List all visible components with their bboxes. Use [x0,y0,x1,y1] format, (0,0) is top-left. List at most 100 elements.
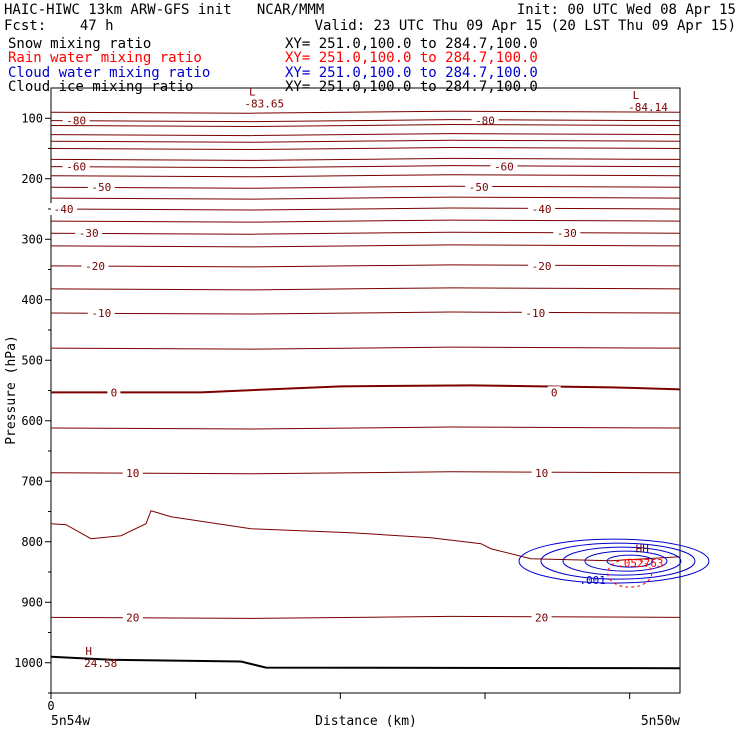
isotherm-3 [50,133,681,137]
isotherm-label-bg-11-1 [528,203,556,215]
y-tick-label-3: 400 [21,293,43,307]
isotherm-label-7-1: -60 [494,161,514,174]
isotherm-label-bg-1-0 [62,114,90,127]
y-axis-label: Pressure (hPa) [4,335,19,445]
isotherm-label-19-1: 0 [551,386,558,399]
isotherm-label-9-0: -50 [91,181,111,194]
valid-line: Valid: 23 UTC Thu 09 Apr 15 (20 LST Thu … [314,18,736,34]
field-name-rain: Rain water mixing ratio [8,50,202,66]
isotherm-14 [50,244,681,248]
annotation-value-0: -83.65 [244,97,284,110]
isotherm-16 [50,287,681,291]
isotherm-label-bg-21-0 [122,466,143,479]
x-axis [50,693,631,699]
y-tick-label-7: 800 [21,535,43,549]
isotherm-label-bg-11-0 [50,203,78,215]
isotherm-20 [50,426,681,430]
y-tick-label-8: 900 [21,595,43,609]
cloud-water-label: .001 [579,574,606,587]
isotherm-label-bg-21-1 [531,466,552,479]
model-line: HAIC-HIWC 13km ARW-GFS init NCAR/MMM [4,2,325,18]
isotherm-label-bg-9-1 [465,181,493,194]
x-axis-label: Distance (km) [315,714,417,729]
isotherm-9 [50,185,681,189]
isotherm-label-bg-23-1 [531,611,552,624]
isotherm-5 [50,146,681,151]
isotherm-label-bg-15-0 [81,259,109,272]
cloud-water-contour-3 [584,550,668,572]
plot-frame [50,87,681,694]
isotherm-label-bg-17-0 [87,307,115,320]
field-xy-snow: XY= 251.0,100.0 to 284.7,100.0 [285,36,538,52]
isotherm-11 [50,207,681,211]
isotherm-label-21-1: 10 [535,467,548,480]
isotherm-label-bg-9-0 [87,181,115,194]
isotherm-label-11-1: -40 [532,203,552,216]
isotherm-10 [50,196,681,200]
isotherm-13 [50,231,681,235]
y-axis: 100 200 300 400 500 600 700 800 900 1000 [14,111,51,694]
isotherm-21 [50,471,681,475]
isotherm-label-7-0: -60 [66,161,86,174]
isotherm-23 [50,615,681,619]
isotherm-7 [50,165,681,169]
field-name-snow: Snow mixing ratio [8,36,152,52]
field-xy-cloudwater: XY= 251.0,100.0 to 284.7,100.0 [285,65,538,81]
cloud-water-contour-2 [562,546,682,576]
isotherm-label-17-0: -10 [91,307,111,320]
x-end-label-right: 5n50w [641,714,680,729]
y-tick-label-6: 700 [21,474,43,488]
cloud-water-contour-4 [606,554,654,568]
annotation-value-1: -84.14 [628,101,668,114]
isotherm-15 [50,264,681,268]
isotherm-label-19-0: 0 [111,386,118,399]
x-tick-label-0: 0 [47,699,54,713]
isotherm-label-bg-1-1 [471,114,499,127]
annotation-value-3: 24.58 [84,657,117,670]
isotherm-label-23-1: 20 [535,611,548,624]
rain-water-contour [607,558,653,588]
isotherm-0 [50,110,681,114]
annotation-0: L [249,85,256,98]
annotation-1: L [633,89,640,102]
isotherm-label-bg-15-1 [528,259,556,272]
isotherm-18 [50,346,681,350]
y-tick-label-4: 500 [21,353,43,367]
isotherm-group: -80 -80 -60 -60 -50 -50 -40 -40 -30 -30 -20 -20 -10 -… [50,110,681,670]
surface-pressure-line [50,655,681,670]
y-tick-label-0: 100 [21,111,43,125]
y-tick-label-1: 200 [21,172,43,186]
x-end-label-left: 5n54w [51,714,90,729]
isotherm-label-15-1: -20 [532,260,552,273]
y-tick-label-9: 1000 [14,656,43,670]
isotherm-4 [50,139,681,143]
isotherm-label-bg-7-1 [490,160,518,173]
isotherm-label-bg-19-1 [547,386,561,399]
isotherm-17 [50,311,681,315]
isotherm-label-11-0: -40 [54,203,74,216]
isotherm-label-bg-13-1 [553,227,581,240]
field-name-cloudwater: Cloud water mixing ratio [8,65,211,81]
field-name-cloudice: Cloud ice mixing ratio [8,79,194,95]
isotherm-label-17-1: -10 [525,307,545,320]
annotation-2: HH [636,543,649,556]
isotherm-label-13-1: -30 [557,227,577,240]
cloud-water-group: .001 .052763 [518,538,710,588]
isotherm-label-1-0: -80 [66,115,86,128]
isotherm-1 [50,119,681,123]
isotherm-label-9-1: -50 [469,181,489,194]
isotherm-label-bg-17-1 [521,307,549,320]
y-tick-label-2: 300 [21,232,43,246]
isotherm-label-1-1: -80 [475,115,495,128]
isotherm-2 [50,124,681,128]
y-tick-label-5: 600 [21,414,43,428]
rain-water-label: .052763 [617,557,663,570]
cloud-water-contour-1 [540,542,696,580]
isotherm-label-bg-23-0 [122,611,143,624]
init-line: Init: 00 UTC Wed 08 Apr 15 [516,2,736,18]
isotherm-8 [50,174,681,178]
isotherm-19 [51,384,681,394]
isotherm-22 [50,510,681,562]
